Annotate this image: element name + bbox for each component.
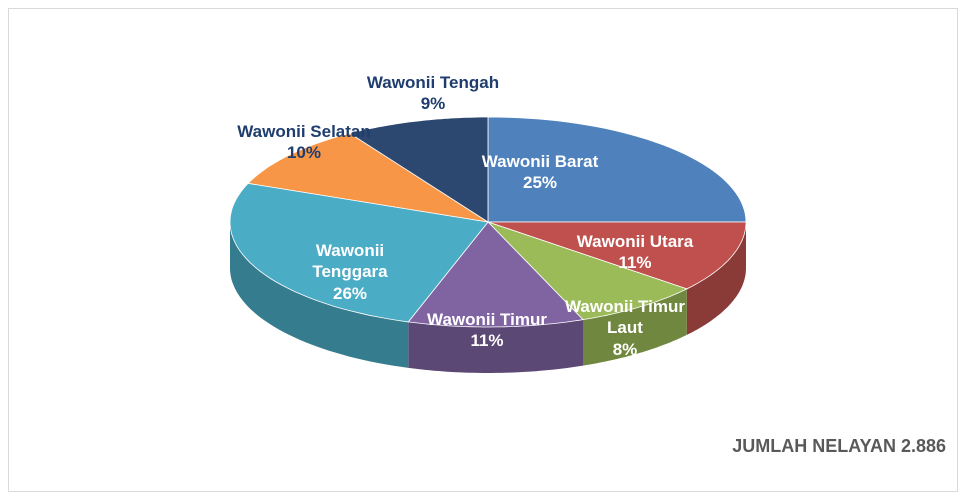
slice-label: Wawonii Tenggara 26% (295, 240, 405, 304)
value-label: 8% (612, 339, 638, 359)
value-label: 26% (332, 283, 368, 303)
category-name: Wawonii Tengah (366, 72, 500, 92)
slice-label: Wawonii Utara 11% (577, 231, 694, 274)
category-name: Wawonii Barat (481, 151, 599, 171)
slice (247, 132, 489, 223)
slice-label: Wawonii Tengah 9% (367, 72, 499, 115)
value-label: 10% (286, 143, 322, 162)
slice (487, 221, 688, 321)
annotation: JUMLAH NELAYAN 2.886 (732, 436, 946, 456)
category-name: Wawonii Utara (576, 231, 694, 251)
slice-label: Wawonii Selatan 10% (237, 121, 371, 164)
slice-side (408, 319, 583, 373)
slice (407, 221, 584, 328)
slice-label: Wawonii Barat 25% (482, 151, 599, 194)
slice-side (230, 222, 409, 368)
slice (348, 116, 489, 223)
slice (487, 116, 747, 223)
value-label: 25% (522, 173, 558, 192)
category-name: Wawonii Selatan (237, 121, 371, 141)
slice (487, 221, 747, 290)
slice-side (686, 222, 746, 335)
frame (8, 8, 958, 492)
value-label: 11% (470, 331, 504, 350)
value-label: 9% (420, 94, 446, 113)
slice-label: Wawonii Timur Laut 8% (560, 296, 690, 360)
category-name: Wawonii Tenggara (312, 241, 388, 282)
slice (229, 182, 489, 323)
category-name: Wawonii Timur (427, 309, 547, 329)
value-label: 11% (618, 253, 652, 272)
slice-label: Wawonii Timur 11% (427, 309, 547, 352)
category-name: Wawonii Timur Laut (565, 297, 685, 338)
slice-side (583, 288, 687, 366)
